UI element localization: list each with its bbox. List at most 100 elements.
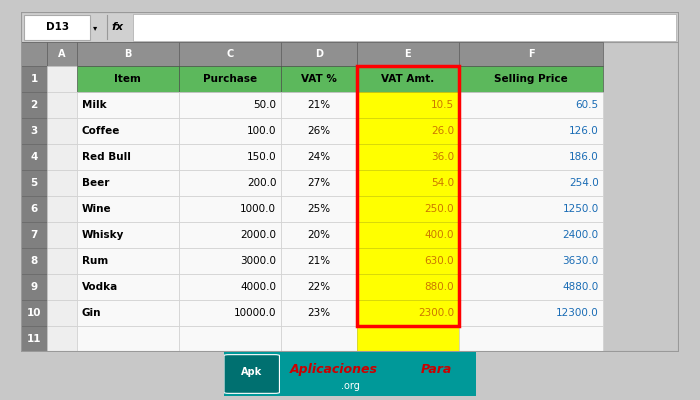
Bar [458, 42, 603, 66]
Bar [21, 326, 48, 352]
Text: E: E [405, 49, 411, 59]
Text: A: A [58, 49, 66, 59]
Bar [356, 222, 458, 248]
Text: Milk: Milk [81, 100, 106, 110]
Bar [48, 42, 77, 66]
Bar [281, 42, 356, 66]
Text: 6: 6 [31, 204, 38, 214]
Bar [48, 92, 77, 118]
Bar [77, 118, 179, 144]
Bar [21, 170, 48, 196]
Text: 22%: 22% [307, 282, 330, 292]
Text: 12300.0: 12300.0 [556, 308, 598, 318]
Text: Red Bull: Red Bull [81, 152, 130, 162]
Bar [48, 248, 77, 274]
Bar [77, 42, 179, 66]
Bar [281, 66, 356, 92]
Bar [356, 118, 458, 144]
Text: fx: fx [112, 22, 124, 32]
Bar [356, 42, 458, 66]
Bar [21, 274, 48, 300]
Bar [458, 222, 603, 248]
Bar [458, 118, 603, 144]
Text: Rum: Rum [81, 256, 108, 266]
Text: Gin: Gin [81, 308, 101, 318]
Bar [21, 12, 679, 42]
Text: 250.0: 250.0 [424, 204, 454, 214]
Text: C: C [226, 49, 234, 59]
Bar [48, 170, 77, 196]
Bar [133, 14, 675, 41]
Bar [356, 66, 458, 326]
Bar [458, 144, 603, 170]
Text: ▾: ▾ [93, 23, 97, 32]
Bar [77, 92, 179, 118]
Bar [179, 196, 281, 222]
Text: Beer: Beer [81, 178, 109, 188]
Bar [458, 274, 603, 300]
Bar [77, 326, 179, 352]
Text: 4000.0: 4000.0 [240, 282, 276, 292]
Text: 400.0: 400.0 [424, 230, 454, 240]
Bar [21, 92, 48, 118]
Text: 10000.0: 10000.0 [234, 308, 276, 318]
Bar [48, 66, 77, 92]
Text: 24%: 24% [307, 152, 330, 162]
Text: 23%: 23% [307, 308, 330, 318]
Bar [77, 222, 179, 248]
Text: 2300.0: 2300.0 [418, 308, 454, 318]
Text: D: D [315, 49, 323, 59]
Text: 3: 3 [31, 126, 38, 136]
Text: 11: 11 [27, 334, 41, 344]
Text: 7: 7 [31, 230, 38, 240]
Bar [77, 144, 179, 170]
Text: Para: Para [421, 363, 452, 376]
FancyBboxPatch shape [216, 351, 484, 397]
Text: 1250.0: 1250.0 [563, 204, 598, 214]
Text: Apk: Apk [241, 367, 262, 377]
Text: 21%: 21% [307, 256, 330, 266]
Bar [179, 326, 281, 352]
Text: 9: 9 [31, 282, 38, 292]
Text: 1: 1 [31, 74, 38, 84]
Bar [179, 300, 281, 326]
Bar [281, 196, 356, 222]
Bar [458, 300, 603, 326]
Bar [77, 196, 179, 222]
Bar [458, 92, 603, 118]
Text: 26.0: 26.0 [430, 126, 454, 136]
Bar [356, 326, 458, 352]
Bar [281, 144, 356, 170]
Bar [356, 274, 458, 300]
Bar [21, 42, 48, 66]
Bar [179, 274, 281, 300]
Bar [21, 196, 48, 222]
Text: Coffee: Coffee [81, 126, 120, 136]
Text: Item: Item [115, 74, 141, 84]
Bar [356, 196, 458, 222]
Bar [179, 222, 281, 248]
Text: 186.0: 186.0 [569, 152, 598, 162]
Bar [21, 66, 48, 92]
Bar [21, 300, 48, 326]
Text: 200.0: 200.0 [247, 178, 276, 188]
Text: 27%: 27% [307, 178, 330, 188]
Bar [356, 170, 458, 196]
Bar [458, 170, 603, 196]
Text: F: F [528, 49, 534, 59]
Bar [179, 118, 281, 144]
Bar [21, 222, 48, 248]
Bar [48, 274, 77, 300]
Bar [77, 170, 179, 196]
Text: Aplicaciones: Aplicaciones [290, 363, 377, 376]
Bar [48, 222, 77, 248]
Bar [458, 196, 603, 222]
Bar [281, 274, 356, 300]
Bar [281, 222, 356, 248]
Text: 25%: 25% [307, 204, 330, 214]
Text: VAT Amt.: VAT Amt. [381, 74, 434, 84]
Text: 10: 10 [27, 308, 41, 318]
Text: 26%: 26% [307, 126, 330, 136]
FancyBboxPatch shape [224, 355, 279, 393]
Bar [179, 92, 281, 118]
